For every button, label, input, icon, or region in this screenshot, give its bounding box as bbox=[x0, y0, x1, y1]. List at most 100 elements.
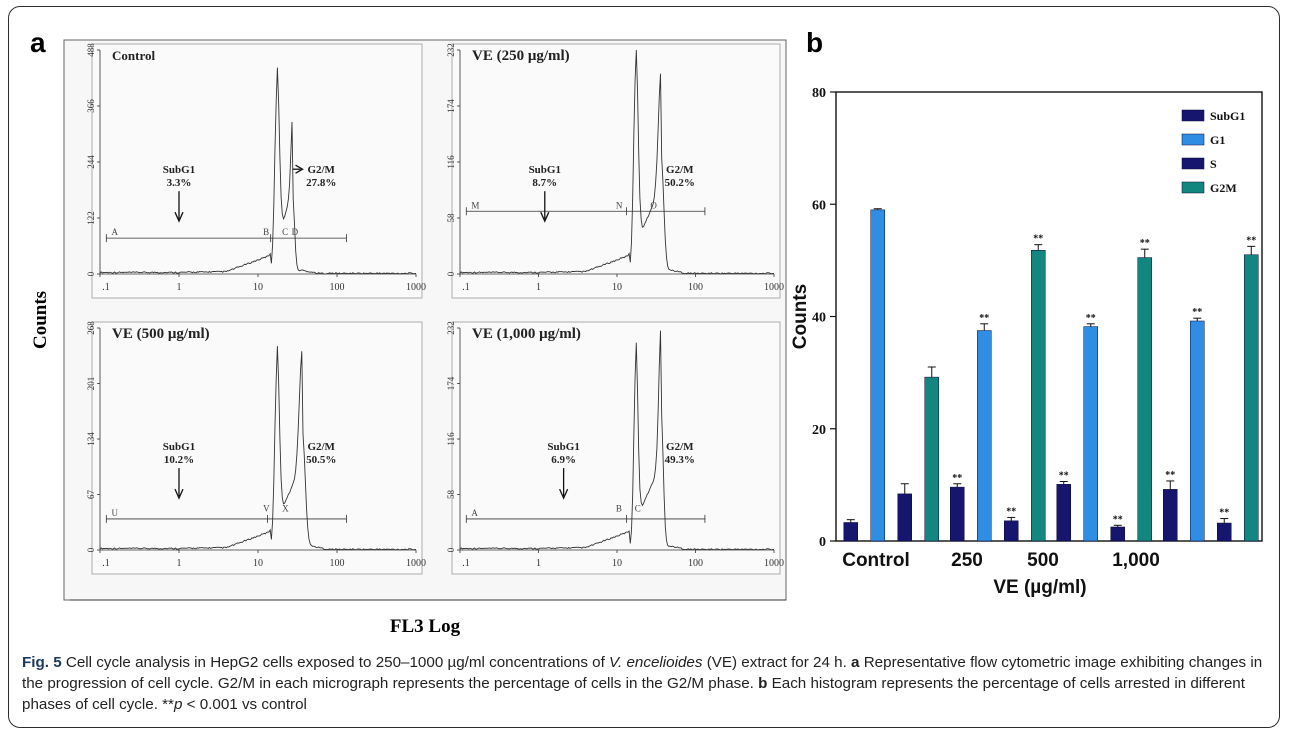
bar-subg1-3 bbox=[1163, 489, 1178, 542]
legend-label: G1 bbox=[1210, 133, 1225, 147]
histogram-y-tick: 67 bbox=[86, 490, 96, 500]
histogram-y-tick: 366 bbox=[86, 99, 96, 113]
bar-g1-3 bbox=[1190, 320, 1205, 542]
y-tick-label: 0 bbox=[819, 535, 826, 550]
subg1-value: 10.2% bbox=[164, 454, 194, 466]
bar-s-0 bbox=[897, 493, 912, 542]
histogram-x-tick: 1000 bbox=[406, 282, 426, 293]
histogram-marker-label: B bbox=[616, 503, 622, 513]
significance-marker: ** bbox=[952, 473, 962, 484]
histogram-title: VE (1,000 μg/ml) bbox=[472, 326, 581, 342]
y-tick-label: 80 bbox=[812, 86, 826, 101]
histogram-y-tick: 0 bbox=[446, 271, 456, 276]
figure-caption: Fig. 5 Cell cycle analysis in HepG2 cell… bbox=[22, 652, 1267, 715]
legend-swatch bbox=[1181, 133, 1205, 146]
histogram-x-tick: 1 bbox=[177, 282, 182, 293]
significance-marker: ** bbox=[1113, 514, 1123, 525]
g2m-label: G2/M bbox=[666, 441, 694, 453]
bar-g2m-2 bbox=[1137, 257, 1152, 542]
histogram-4: 0 58 116 174 232 .1 1 10 100 1000 A B C VE (1,000 μg/… bbox=[446, 321, 784, 575]
bar-chart: 0 20 40 60 80 Counts ** ** ** ** ** ** ** ** ** ** ** ** C… bbox=[790, 86, 1263, 598]
subg1-label: SubG1 bbox=[529, 164, 561, 176]
bar-g1-0 bbox=[870, 209, 885, 542]
histogram-x-tick: 10 bbox=[612, 558, 622, 569]
significance-marker: ** bbox=[1086, 313, 1096, 324]
histogram-marker-label: X bbox=[282, 503, 289, 513]
histogram-marker-label: D bbox=[292, 227, 299, 237]
histogram-x-tick: .1 bbox=[102, 282, 110, 293]
histogram-y-tick: 174 bbox=[446, 376, 456, 390]
histogram-title: VE (500 μg/ml) bbox=[112, 326, 210, 342]
histogram-x-tick: 10 bbox=[253, 558, 263, 569]
bar-subg1-1 bbox=[950, 486, 965, 542]
histogram-x-tick: 100 bbox=[330, 558, 345, 569]
caption-b-label: b bbox=[758, 675, 768, 692]
y-tick-label: 40 bbox=[812, 311, 826, 326]
histogram-y-tick: 201 bbox=[86, 377, 96, 391]
legend-swatch bbox=[1181, 181, 1205, 194]
significance-marker: ** bbox=[1192, 307, 1202, 318]
histogram-frame bbox=[91, 321, 423, 575]
significance-marker: ** bbox=[1219, 508, 1229, 519]
caption-p: p bbox=[173, 696, 183, 713]
caption-text-3: Representative flow cytometric image exh… bbox=[22, 654, 1263, 692]
histogram-y-tick: 232 bbox=[446, 321, 456, 335]
histogram-2: 0 58 116 174 232 .1 1 10 100 1000 M N O VE (250 μg/ml… bbox=[446, 43, 784, 299]
histogram-y-tick: 116 bbox=[446, 155, 456, 169]
legend-label: G2M bbox=[1210, 181, 1237, 195]
histogram-marker-label: B bbox=[263, 227, 269, 237]
g2m-value: 50.5% bbox=[306, 454, 336, 466]
g2m-value: 50.2% bbox=[665, 177, 695, 189]
histogram-marker-label: A bbox=[471, 508, 478, 518]
histogram-1: 0 122 244 366 488 .1 1 10 100 1000 A B C D Control SubG… bbox=[86, 43, 426, 299]
histogram-x-tick: .1 bbox=[102, 558, 110, 569]
legend-swatch bbox=[1181, 109, 1205, 122]
bar-subg1-2 bbox=[1056, 484, 1071, 542]
x-tick-label: Control bbox=[842, 550, 910, 571]
histogram-y-tick: 58 bbox=[446, 490, 456, 500]
bar-s-3 bbox=[1217, 522, 1232, 542]
histogram-marker-label: A bbox=[111, 227, 118, 237]
caption-text-2: (VE) extract for 24 h. bbox=[702, 654, 852, 671]
histogram-x-tick: 1000 bbox=[764, 282, 784, 293]
caption-a-label: a bbox=[851, 654, 860, 671]
histogram-marker-label: C bbox=[635, 503, 641, 513]
bar-g2m-3 bbox=[1244, 254, 1259, 542]
histogram-y-tick: 244 bbox=[86, 155, 96, 169]
histogram-curve bbox=[459, 49, 775, 275]
significance-marker: ** bbox=[1006, 506, 1016, 517]
bar-g1-2 bbox=[1083, 326, 1098, 542]
bar-subg1-0 bbox=[843, 522, 858, 542]
x-tick-label: 500 bbox=[1027, 550, 1059, 571]
histogram-y-tick: 174 bbox=[446, 99, 456, 113]
histogram-x-tick: 100 bbox=[688, 282, 703, 293]
histogram-x-tick: 1000 bbox=[406, 558, 426, 569]
legend-label: S bbox=[1210, 157, 1217, 171]
histogram-x-tick: .1 bbox=[462, 282, 470, 293]
significance-marker: ** bbox=[1059, 471, 1069, 482]
x-axis-label: VE (µg/ml) bbox=[993, 577, 1086, 598]
histogram-marker-label: C bbox=[282, 227, 288, 237]
significance-marker: ** bbox=[1165, 470, 1175, 481]
legend-label: SubG1 bbox=[1210, 109, 1245, 123]
g2m-label: G2/M bbox=[666, 164, 694, 176]
x-tick-label: 1,000 bbox=[1112, 550, 1160, 571]
histogram-x-tick: 1 bbox=[536, 282, 541, 293]
histogram-y-tick: 58 bbox=[446, 213, 456, 223]
g2m-label: G2/M bbox=[307, 164, 335, 176]
bar-g1-1 bbox=[977, 330, 992, 542]
caption-species: V. encelioides bbox=[609, 654, 703, 671]
histogram-x-tick: 1 bbox=[536, 558, 541, 569]
histogram-curve bbox=[99, 346, 417, 551]
histogram-y-tick: 116 bbox=[446, 432, 456, 446]
y-tick-label: 20 bbox=[812, 423, 826, 438]
histogram-y-tick: 134 bbox=[86, 432, 96, 446]
bar-g2m-1 bbox=[1031, 250, 1046, 542]
significance-marker: ** bbox=[1246, 235, 1256, 246]
subg1-label: SubG1 bbox=[547, 441, 579, 453]
significance-marker: ** bbox=[1140, 238, 1150, 249]
histogram-frame bbox=[451, 43, 781, 299]
caption-text-1: Cell cycle analysis in HepG2 cells expos… bbox=[61, 654, 610, 671]
significance-marker: ** bbox=[1033, 234, 1043, 245]
